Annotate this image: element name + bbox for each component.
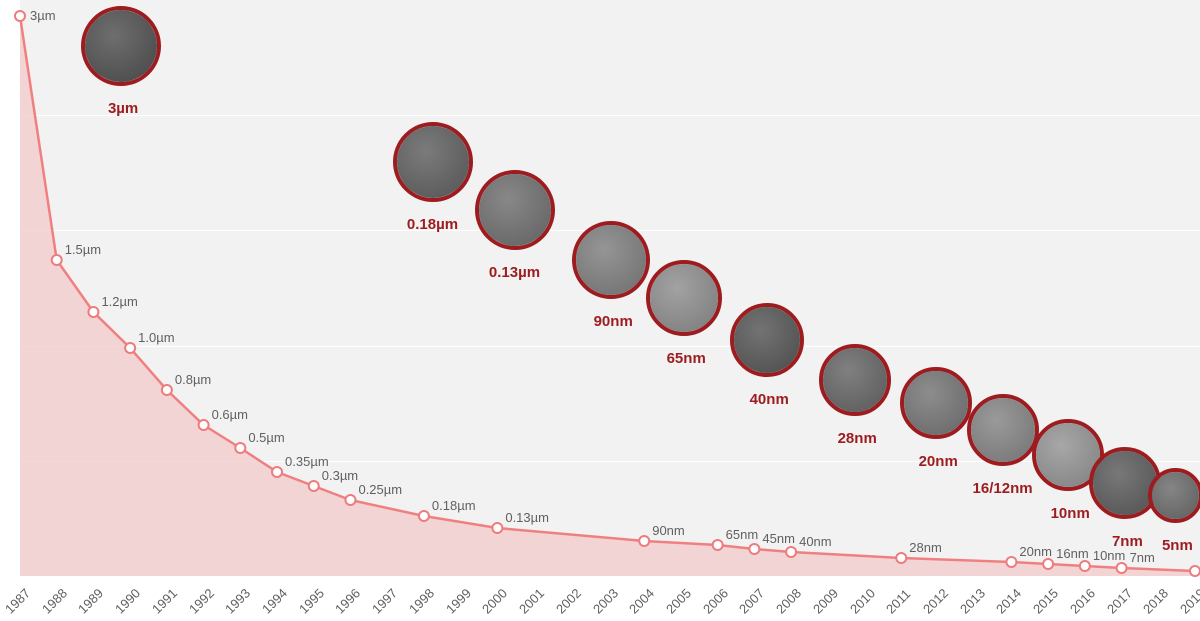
data-marker [52, 255, 62, 265]
node-bubble-label: 10nm [1051, 505, 1090, 522]
node-bubble-image [650, 264, 718, 332]
point-label: 65nm [726, 527, 759, 542]
data-marker [235, 443, 245, 453]
point-label: 90nm [652, 523, 685, 538]
node-bubble-label: 0.13µm [489, 264, 540, 281]
data-marker [419, 511, 429, 521]
node-bubble [819, 344, 891, 416]
point-label: 0.13µm [505, 510, 549, 525]
data-marker [199, 420, 209, 430]
data-marker [1043, 559, 1053, 569]
chart-svg [0, 0, 1200, 621]
node-bubble-label: 3µm [108, 100, 138, 117]
node-bubble-label: 7nm [1112, 533, 1143, 550]
point-label: 1.0µm [138, 330, 174, 345]
node-bubble [81, 6, 161, 86]
node-bubble-image [397, 126, 469, 198]
node-bubble-label: 40nm [750, 391, 789, 408]
point-label: 7nm [1130, 550, 1155, 565]
point-label: 40nm [799, 534, 832, 549]
node-bubble-label: 20nm [919, 453, 958, 470]
point-label: 3µm [30, 8, 56, 23]
data-marker [162, 385, 172, 395]
process-node-chart: 3µm1.5µm1.2µm1.0µm0.8µm0.6µm0.5µm0.35µm0… [0, 0, 1200, 621]
point-label: 0.5µm [248, 430, 284, 445]
data-marker [786, 547, 796, 557]
data-marker [749, 544, 759, 554]
data-marker [1006, 557, 1016, 567]
node-bubble-label: 65nm [667, 350, 706, 367]
node-bubble [475, 170, 555, 250]
node-bubble-image [1093, 451, 1157, 515]
point-label: 1.5µm [65, 242, 101, 257]
data-marker [125, 343, 135, 353]
node-bubble-image [971, 398, 1035, 462]
data-marker [1080, 561, 1090, 571]
point-label: 0.3µm [322, 468, 358, 483]
node-bubble-label: 28nm [838, 430, 877, 447]
point-label: 1.2µm [101, 294, 137, 309]
node-bubble-image [904, 371, 968, 435]
data-marker [1190, 566, 1200, 576]
node-bubble-image [576, 225, 646, 295]
node-bubble-label: 0.18µm [407, 216, 458, 233]
node-bubble [730, 303, 804, 377]
node-bubble [900, 367, 972, 439]
point-label: 28nm [909, 540, 942, 555]
data-marker [345, 495, 355, 505]
node-bubble [572, 221, 650, 299]
node-bubble [646, 260, 722, 336]
data-marker [896, 553, 906, 563]
data-marker [1117, 563, 1127, 573]
data-marker [713, 540, 723, 550]
data-marker [309, 481, 319, 491]
point-label: 0.8µm [175, 372, 211, 387]
data-marker [272, 467, 282, 477]
point-label: 0.6µm [212, 407, 248, 422]
node-bubble [1148, 468, 1200, 523]
data-marker [492, 523, 502, 533]
point-label: 0.25µm [358, 482, 402, 497]
point-label: 10nm [1093, 548, 1126, 563]
node-bubble-label: 90nm [594, 313, 633, 330]
node-bubble [393, 122, 473, 202]
node-bubble-image [734, 307, 800, 373]
point-label: 45nm [762, 531, 795, 546]
data-marker [639, 536, 649, 546]
point-label: 0.35µm [285, 454, 329, 469]
node-bubble-image [823, 348, 887, 412]
data-marker [88, 307, 98, 317]
data-marker [15, 11, 25, 21]
node-bubble-image [85, 10, 157, 82]
node-bubble-label: 16/12nm [973, 480, 1033, 497]
node-bubble-image [1152, 472, 1199, 519]
point-label: 0.18µm [432, 498, 476, 513]
node-bubble [967, 394, 1039, 466]
point-label: 16nm [1056, 546, 1089, 561]
node-bubble-image [479, 174, 551, 246]
point-label: 20nm [1019, 544, 1052, 559]
node-bubble-label: 5nm [1162, 537, 1193, 554]
